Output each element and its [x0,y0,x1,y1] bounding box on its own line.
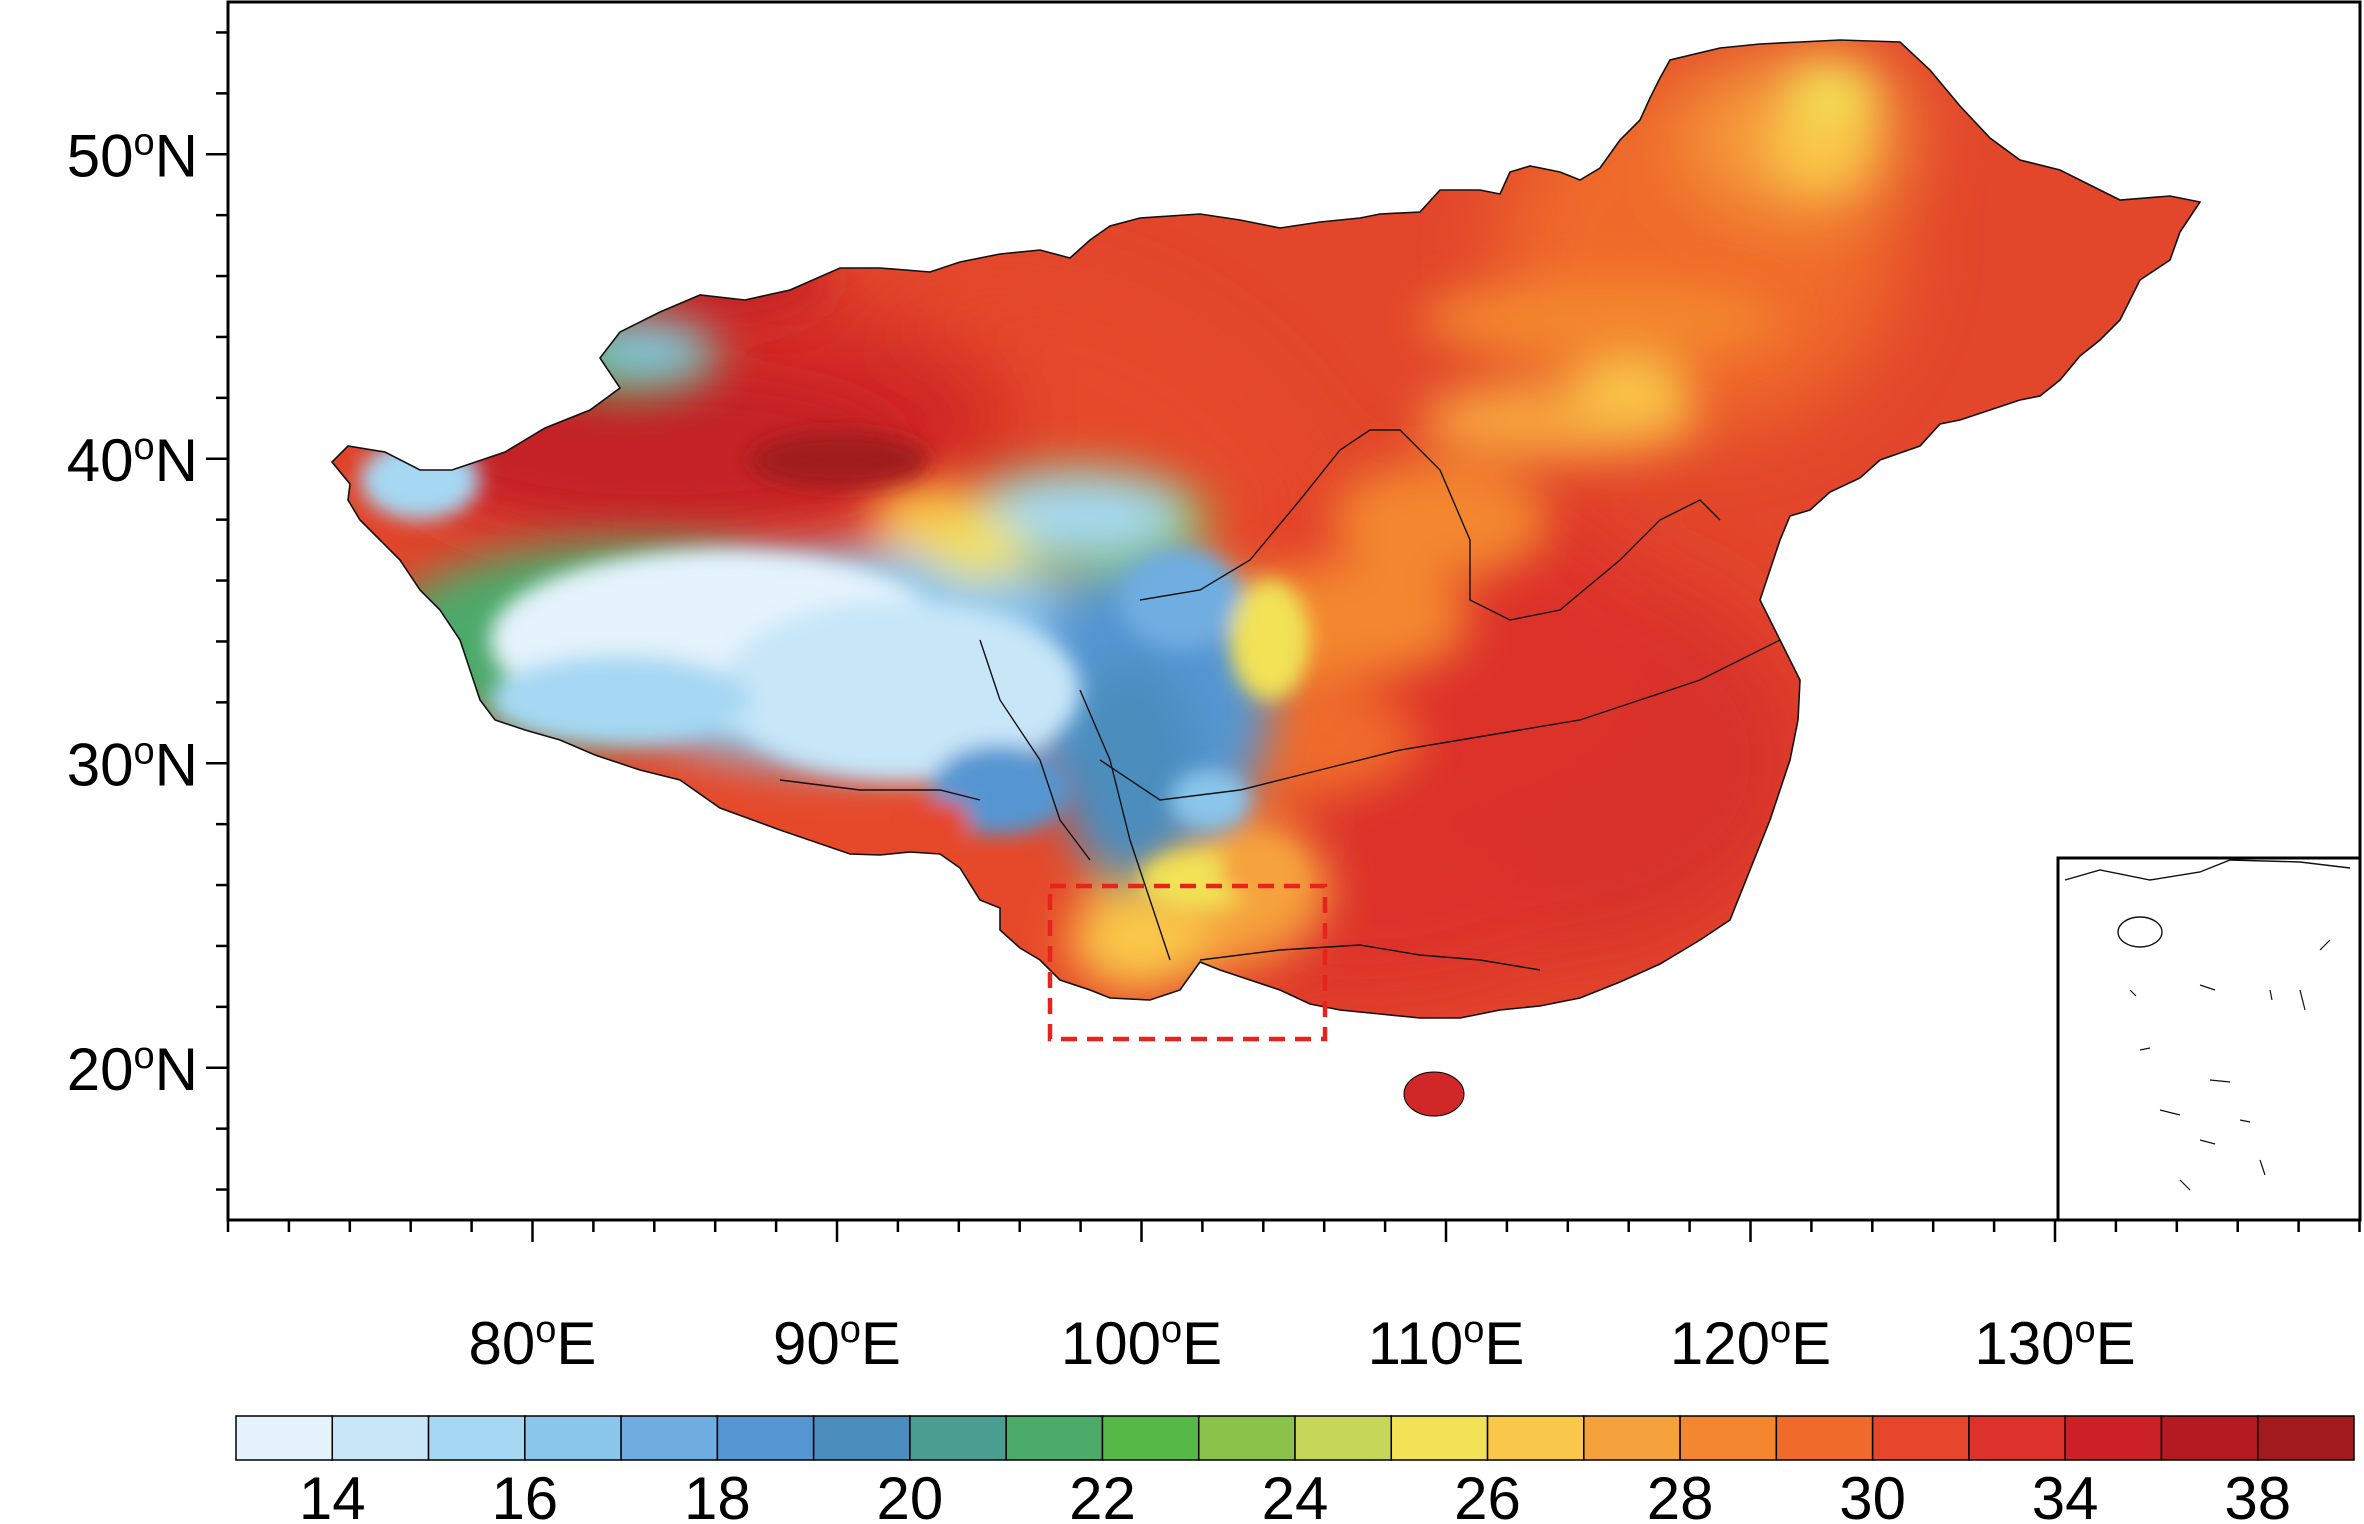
lon-label: 120oE [1670,1309,1831,1377]
colorbar-label: 18 [684,1465,751,1524]
lat-label: 50oN [67,121,198,189]
colorbar-cell [1871,1415,1970,1461]
colorbar-cell [812,1415,911,1461]
colorbar [235,1415,2355,1461]
lon-label: 80oE [469,1309,597,1377]
lon-label: 100oE [1061,1309,1222,1377]
colorbar-cell [1775,1415,1874,1461]
colorbar-cell [1583,1415,1681,1461]
colorbar-cell [331,1415,430,1461]
colorbar-cell [1968,1415,2066,1461]
colorbar-label: 22 [1069,1465,1136,1524]
colorbar-cell [427,1415,526,1461]
colorbar-cell [1005,1415,1104,1461]
lon-label: 110oE [1368,1309,1525,1377]
colorbar-cell [2064,1415,2163,1461]
colorbar-cell [909,1415,1007,1461]
colorbar-cell [524,1415,622,1461]
colorbar-label: 30 [1839,1465,1906,1524]
lat-label: 30oN [67,730,198,798]
colorbar-cell [2256,1415,2355,1461]
colorbar-cell [235,1415,334,1461]
colorbar-cell [1486,1415,1585,1461]
colorbar-labels: 14 16 18 20 22 24 26 28 30 34 38 [299,1465,2291,1524]
colorbar-label: 24 [1262,1465,1329,1524]
latitude-labels: 50oN 40oN 30oN 20oN [67,121,198,1103]
longitude-ticks [226,1220,2361,1242]
hainan-island [1403,1071,1465,1117]
colorbar-cell [1197,1415,1296,1461]
colorbar-label: 14 [299,1465,366,1524]
colorbar-cell [2160,1415,2259,1461]
lon-label: 90oE [773,1309,901,1377]
longitude-labels: 80oE 90oE 100oE 110oE 120oE 130oE [469,1309,2136,1377]
colorbar-cell [1294,1415,1393,1461]
south-china-sea-inset [2056,856,2362,1222]
colorbar-cell [620,1415,719,1461]
colorbar-label: 38 [2224,1465,2291,1524]
lat-label: 40oN [67,426,198,494]
colorbar-cell [1679,1415,1778,1461]
colorbar-label: 28 [1647,1465,1714,1524]
colorbar-cell [1101,1415,1200,1461]
colorbar-label: 34 [2032,1465,2099,1524]
colorbar-label: 26 [1454,1465,1521,1524]
colorbar-label: 16 [491,1465,558,1524]
lon-label: 130oE [1974,1309,2135,1377]
colorbar-cell [1390,1415,1489,1461]
latitude-ticks [206,31,228,1191]
colorbar-label: 20 [877,1465,944,1524]
highlight-region-box [1047,883,1328,1042]
rivers [779,429,1781,971]
colorbar-cell [716,1415,815,1461]
lat-label: 20oN [67,1035,198,1103]
